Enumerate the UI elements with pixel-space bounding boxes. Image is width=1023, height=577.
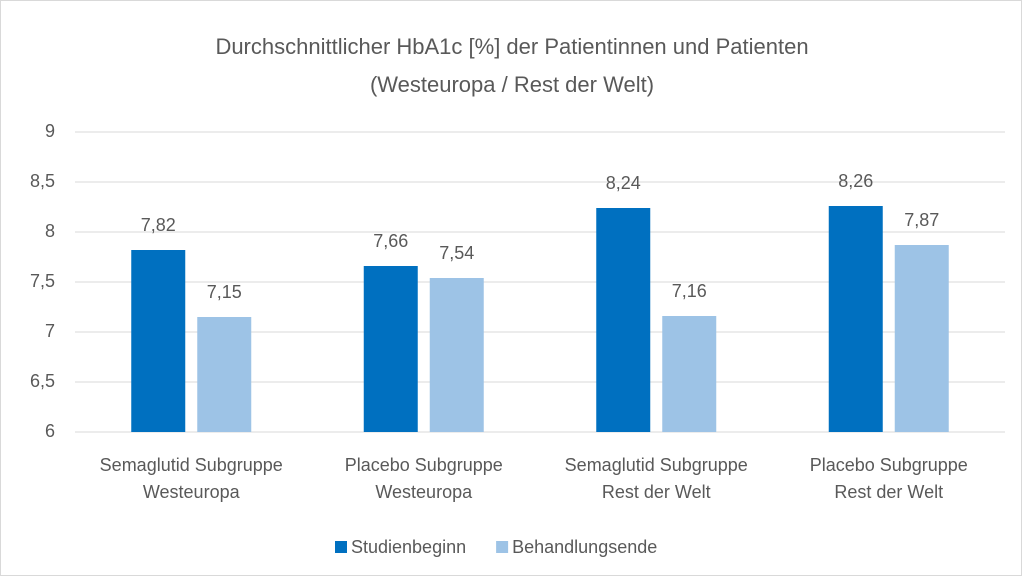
x-tick-label: Westeuropa [375, 482, 473, 502]
chart-title: (Westeuropa / Rest der Welt) [370, 72, 654, 97]
y-tick-label: 6 [45, 421, 55, 441]
data-label: 7,15 [207, 282, 242, 302]
chart-title: Durchschnittlicher HbA1c [%] der Patient… [215, 34, 808, 59]
data-label: 7,66 [373, 231, 408, 251]
x-tick-label: Semaglutid Subgruppe [565, 455, 748, 475]
bar [662, 316, 717, 432]
y-tick-label: 8 [45, 221, 55, 241]
y-tick-label: 9 [45, 121, 55, 141]
legend-swatch [496, 541, 509, 553]
bar [596, 208, 651, 432]
data-label: 7,16 [672, 281, 707, 301]
data-label: 8,26 [838, 171, 873, 191]
y-tick-label: 7 [45, 321, 55, 341]
x-tick-label: Placebo Subgruppe [345, 455, 503, 475]
data-label: 7,54 [439, 243, 474, 263]
bar [828, 206, 883, 432]
y-tick-label: 8,5 [30, 171, 55, 191]
legend-label: Behandlungsende [512, 537, 657, 557]
y-tick-label: 7,5 [30, 271, 55, 291]
data-label: 8,24 [606, 173, 641, 193]
bar [131, 250, 186, 432]
data-label: 7,87 [904, 210, 939, 230]
data-label: 7,82 [141, 215, 176, 235]
bar [363, 266, 418, 432]
legend-swatch [335, 541, 347, 553]
x-tick-label: Semaglutid Subgruppe [100, 455, 283, 475]
y-tick-label: 6,5 [30, 371, 55, 391]
x-tick-label: Westeuropa [143, 482, 241, 502]
x-tick-label: Rest der Welt [834, 482, 943, 502]
bar [429, 278, 484, 432]
bar [894, 245, 949, 432]
x-tick-label: Placebo Subgruppe [810, 455, 968, 475]
bar [197, 317, 252, 432]
x-tick-label: Rest der Welt [602, 482, 711, 502]
legend-label: Studienbeginn [351, 537, 466, 557]
